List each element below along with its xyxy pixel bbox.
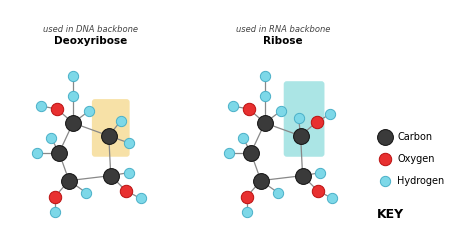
- Point: [122, 189, 129, 192]
- Text: Ribose: Ribose: [263, 36, 302, 46]
- Point: [137, 197, 145, 200]
- Point: [117, 119, 125, 123]
- Point: [51, 211, 59, 214]
- Point: [297, 134, 304, 138]
- Point: [107, 174, 115, 177]
- Point: [381, 179, 389, 182]
- Text: KEY: KEY: [377, 208, 404, 222]
- Point: [274, 191, 282, 194]
- Point: [65, 179, 73, 182]
- Point: [243, 211, 251, 214]
- Point: [381, 135, 389, 139]
- Point: [82, 191, 90, 194]
- Point: [247, 151, 255, 155]
- Point: [105, 134, 112, 138]
- Text: Carbon: Carbon: [397, 132, 432, 142]
- Point: [295, 116, 302, 120]
- Point: [69, 94, 77, 98]
- Point: [33, 151, 41, 155]
- Point: [328, 197, 336, 200]
- Point: [261, 94, 269, 98]
- Point: [69, 74, 77, 78]
- FancyBboxPatch shape: [92, 99, 130, 157]
- Point: [239, 136, 247, 140]
- Point: [245, 107, 253, 111]
- Point: [257, 179, 264, 182]
- Point: [261, 74, 269, 78]
- Point: [243, 195, 251, 198]
- Point: [37, 104, 45, 108]
- Text: Hydrogen: Hydrogen: [397, 176, 444, 185]
- Point: [261, 121, 269, 125]
- Point: [327, 112, 334, 116]
- Point: [277, 109, 284, 113]
- Point: [299, 174, 306, 177]
- Point: [314, 189, 321, 192]
- Point: [229, 104, 237, 108]
- Point: [53, 107, 61, 111]
- Point: [47, 136, 55, 140]
- Point: [317, 171, 324, 174]
- Text: Deoxyribose: Deoxyribose: [54, 36, 128, 46]
- Point: [225, 151, 233, 155]
- Point: [125, 141, 132, 145]
- Point: [85, 109, 93, 113]
- Text: used in RNA backbone: used in RNA backbone: [236, 24, 330, 33]
- Point: [125, 171, 132, 174]
- Point: [381, 157, 389, 161]
- Point: [313, 120, 320, 124]
- Point: [51, 195, 59, 198]
- Point: [55, 151, 63, 155]
- Text: used in DNA backbone: used in DNA backbone: [44, 24, 138, 33]
- FancyBboxPatch shape: [284, 81, 325, 157]
- Text: Oxygen: Oxygen: [397, 154, 435, 164]
- Point: [69, 121, 77, 125]
